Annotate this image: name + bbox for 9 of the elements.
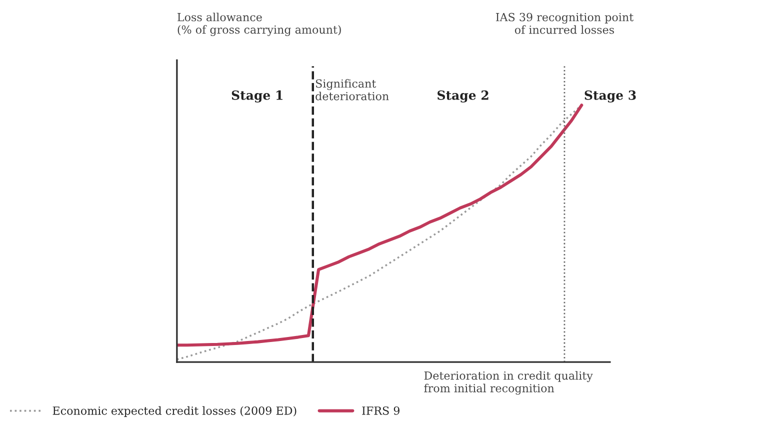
- text: Significant deterioration: [316, 79, 389, 100]
- text: Stage 1: [232, 90, 282, 102]
- text: Stage 3: [584, 90, 636, 102]
- text: IAS 39 recognition point of incurred losses: [496, 12, 634, 34]
- x-axis-title: Deterioration in credit quality from initial recognition: [424, 371, 593, 395]
- legend-label: Economic expected credit losses (2009 ED): [52, 406, 296, 417]
- legend-label: IFRS 9: [362, 406, 400, 415]
- text: Loss allowance (% of gross carrying amount): [178, 12, 341, 36]
- text: Stage 2: [438, 90, 488, 102]
